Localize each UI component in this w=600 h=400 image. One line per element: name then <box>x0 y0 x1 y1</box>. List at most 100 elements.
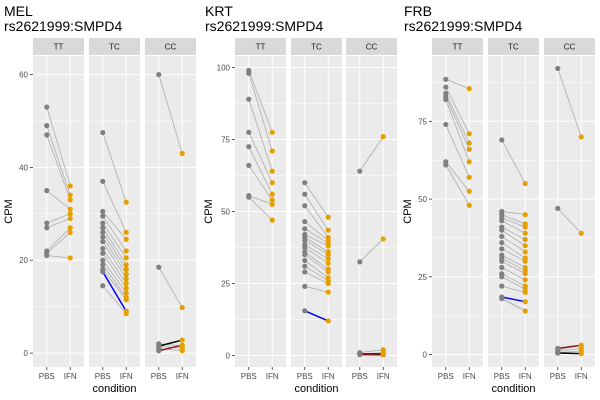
point-pbs <box>499 233 505 239</box>
x-tick-label: IFN <box>463 372 476 381</box>
facet-cc: CC PBS IFN <box>544 38 595 381</box>
point-pbs <box>44 252 50 259</box>
pair-line <box>445 96 470 150</box>
x-tick-label: PBS <box>151 372 167 381</box>
point-ifn <box>67 183 73 189</box>
point-ifn <box>522 277 528 283</box>
point-ifn <box>466 86 472 92</box>
point-ifn <box>179 150 185 157</box>
point-ifn <box>123 266 129 273</box>
pair-line <box>46 218 71 229</box>
point-pbs <box>100 213 106 219</box>
point-ifn <box>325 260 331 266</box>
pair-line <box>304 251 329 270</box>
point-pbs <box>100 250 106 256</box>
pair-line <box>304 205 329 238</box>
facet-panel <box>488 56 539 367</box>
facet-strip-label: TC <box>311 43 322 52</box>
pair-line <box>304 285 329 293</box>
facet-strip <box>235 38 286 55</box>
point-pbs <box>443 76 449 82</box>
point-ifn <box>522 243 528 249</box>
point-pbs <box>302 226 308 232</box>
facet-strip <box>544 38 595 55</box>
point-ifn <box>380 236 386 242</box>
x-tick-label: PBS <box>95 372 111 381</box>
pair-line <box>102 236 127 275</box>
facet-cc: CC PBS IFN <box>346 38 397 381</box>
point-pbs <box>100 269 106 275</box>
pair-line <box>304 247 329 264</box>
point-ifn <box>466 146 472 152</box>
facet-tc: TC PBS IFN <box>488 38 539 381</box>
x-tick-label: PBS <box>352 372 368 381</box>
facet-strip-label: CC <box>165 43 177 52</box>
point-pbs <box>100 283 106 289</box>
facet-panel <box>89 56 140 367</box>
pair-line <box>445 164 470 206</box>
point-ifn <box>123 308 129 314</box>
pair-line <box>304 234 329 247</box>
pair-line <box>445 161 470 192</box>
point-ifn <box>522 271 528 277</box>
point-ifn <box>123 229 129 235</box>
pair-line <box>501 267 526 281</box>
pair-line <box>102 269 127 300</box>
pair-line-highlight <box>158 339 183 347</box>
pair-line <box>248 70 273 133</box>
y-axis-title: CPM <box>402 199 414 223</box>
point-pbs <box>44 188 50 194</box>
facet-panel <box>544 56 595 367</box>
pair-line <box>304 228 329 244</box>
point-ifn <box>466 188 472 194</box>
point-ifn <box>123 285 129 291</box>
pair-line-highlight <box>304 310 329 322</box>
pair-line <box>501 248 526 262</box>
chart-subtitle: rs2621999:SMPD4 <box>205 18 324 34</box>
point-pbs <box>156 348 162 354</box>
pair-line <box>102 211 127 240</box>
point-ifn <box>578 342 584 348</box>
point-pbs <box>100 239 106 245</box>
pair-line <box>248 165 273 201</box>
point-ifn <box>466 140 472 146</box>
chart-title: MEL <box>4 3 33 19</box>
point-ifn <box>466 202 472 208</box>
pair-line <box>359 349 384 354</box>
x-tick-label: IFN <box>266 372 279 381</box>
point-pbs <box>302 269 308 275</box>
point-ifn <box>179 348 185 354</box>
point-pbs <box>246 162 252 169</box>
point-ifn <box>522 180 528 187</box>
pair-line <box>445 124 470 178</box>
point-pbs <box>44 123 50 129</box>
pair-line <box>304 265 329 281</box>
pair-line <box>46 125 71 196</box>
point-pbs <box>156 264 162 270</box>
point-pbs <box>499 227 505 233</box>
point-ifn <box>67 225 73 231</box>
point-pbs <box>302 218 308 225</box>
facet-panel <box>33 56 84 367</box>
pair-line <box>501 276 526 290</box>
point-ifn <box>179 337 185 343</box>
y-axis-title: CPM <box>3 199 15 223</box>
facet-strip <box>33 38 84 55</box>
pair-line <box>102 264 127 298</box>
point-ifn <box>466 131 472 137</box>
pair-line <box>248 99 273 172</box>
y-tick-label: 25 <box>418 273 427 282</box>
point-pbs <box>100 129 106 136</box>
point-pbs <box>499 274 505 280</box>
point-pbs <box>156 71 162 78</box>
pair-line <box>102 132 127 203</box>
point-pbs <box>302 308 308 314</box>
point-ifn <box>522 230 528 236</box>
pair-line <box>102 241 127 280</box>
pair-line <box>102 253 127 289</box>
point-pbs <box>100 246 106 252</box>
point-pbs <box>499 137 505 143</box>
point-ifn <box>67 192 73 198</box>
y-tick-label: 25 <box>221 279 230 288</box>
